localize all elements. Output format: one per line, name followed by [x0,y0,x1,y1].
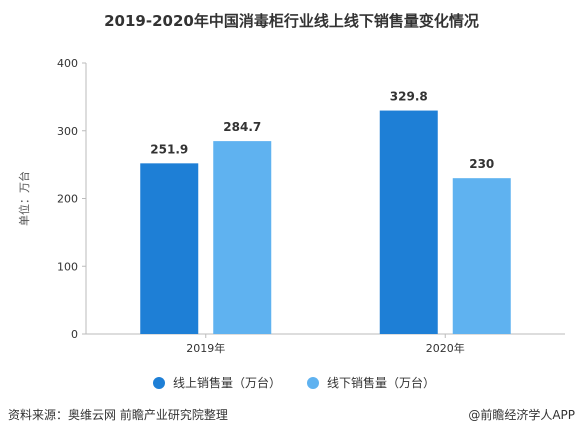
legend-marker-online [153,376,165,389]
legend-marker-offline [307,376,319,389]
legend-label-online: 线上销售量（万台） [173,376,282,390]
source-note: 资料来源：奥维云网 前瞻产业研究院整理 [8,408,228,422]
bar-online [140,163,199,334]
legend-label-offline: 线下销售量（万台） [327,376,436,390]
chart-legend: 线上销售量（万台） 线下销售量（万台） [0,374,583,392]
brand-credit: @前瞻经济学人APP [468,408,575,422]
y-axis-label: 单位：万台 [17,171,31,226]
chart-title: 2019-2020年中国消毒柜行业线上线下销售量变化情况 [104,12,479,30]
bar-chart: 0 100 200 300 400 单位：万台 251.9 284.7 2019年 329.8 23… [17,57,565,355]
y-tick-label: 400 [57,57,78,70]
y-tick-label: 0 [71,328,78,341]
y-tick-label: 100 [57,260,78,273]
y-tick-label: 300 [57,125,78,138]
data-label: 284.7 [223,120,261,134]
bar-offline [452,178,511,334]
x-tick-label: 2019年 [186,341,225,355]
x-tick-label: 2020年 [426,341,465,355]
y-tick-label: 200 [57,193,78,206]
legend-item-offline: 线下销售量（万台） [307,374,435,391]
legend-item-online: 线上销售量（万台） [153,374,281,391]
bar-offline [213,141,272,334]
data-label: 329.8 [390,90,428,104]
data-label: 251.9 [150,142,188,156]
data-label: 230 [469,157,494,171]
bar-online [379,110,438,334]
